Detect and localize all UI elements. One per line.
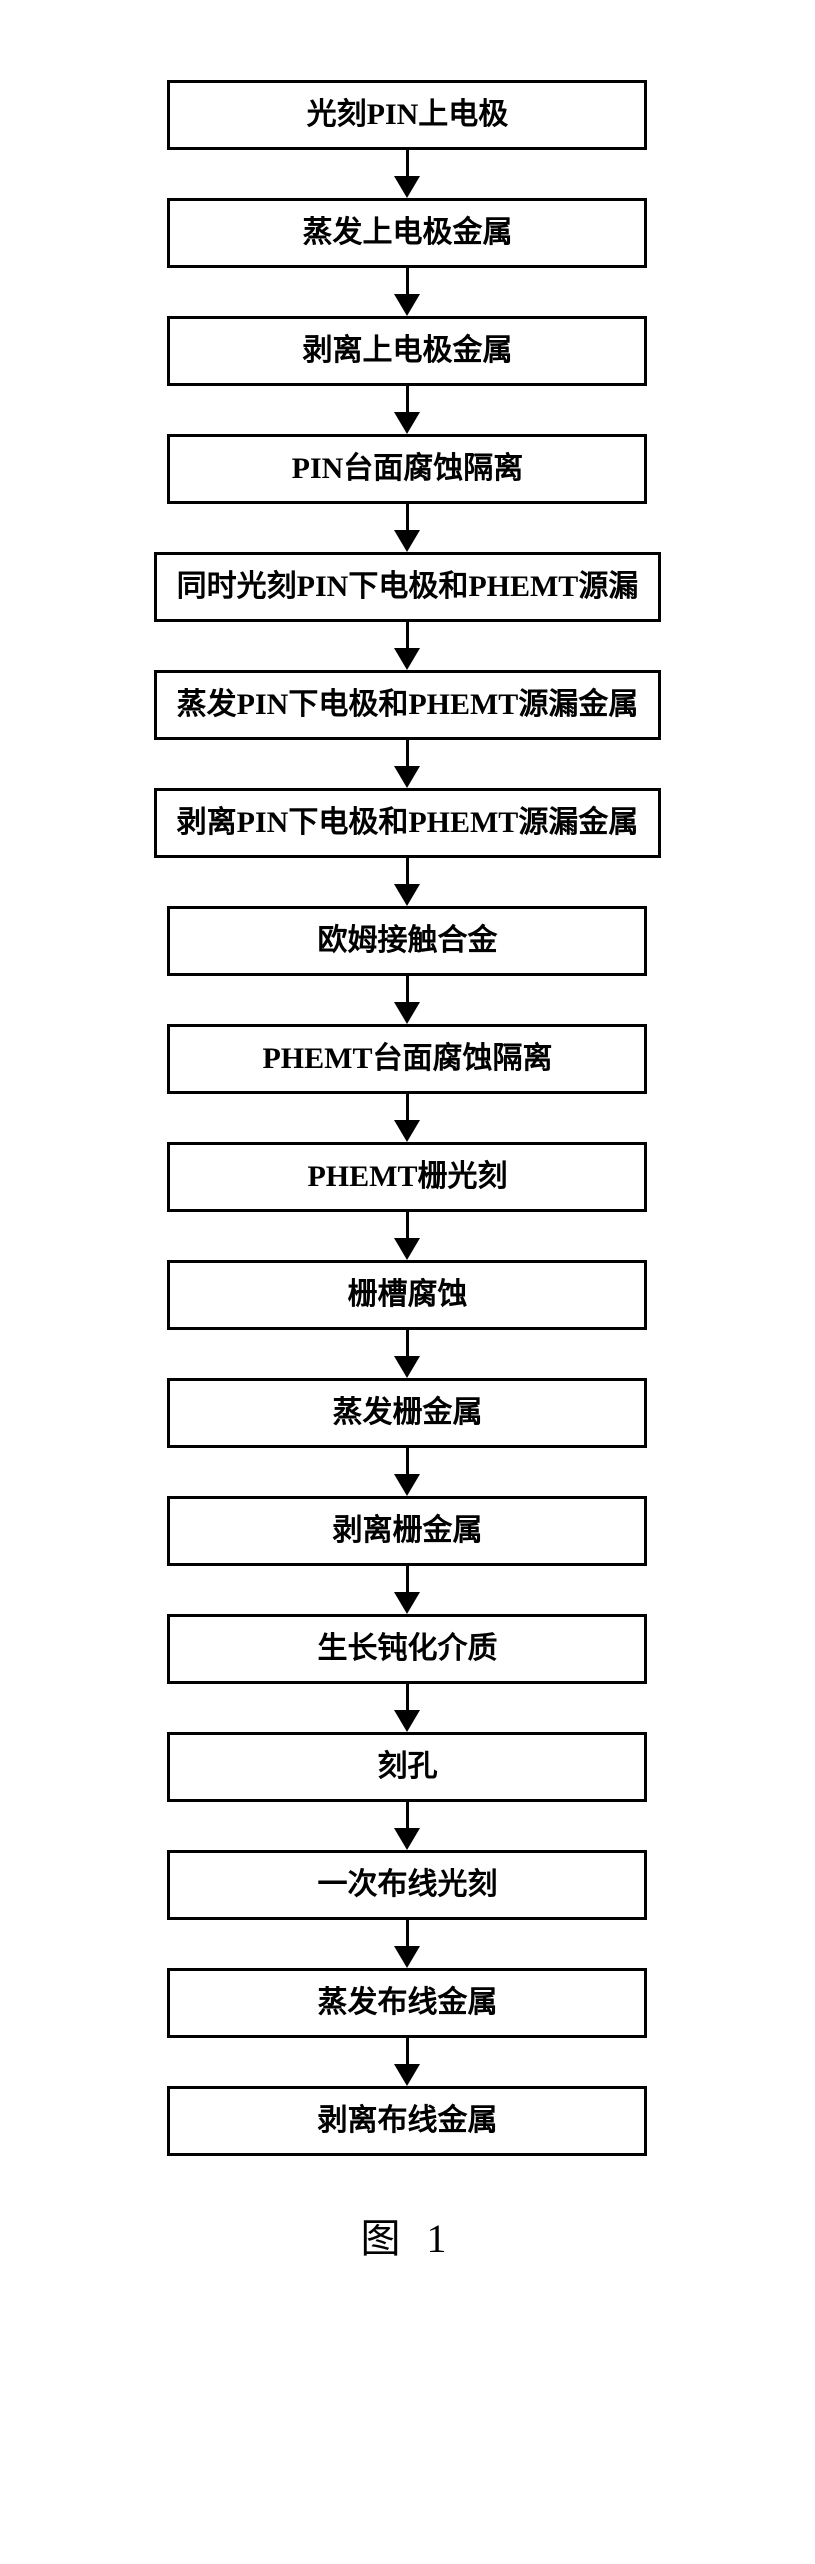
flow-step-label: 剥离上电极金属 — [302, 334, 512, 367]
flow-step-label: 光刻PIN上电极 — [307, 98, 509, 131]
flow-step: 生长钝化介质 — [167, 1614, 647, 1684]
flow-step: 栅槽腐蚀 — [167, 1260, 647, 1330]
flow-step-label: 同时光刻PIN下电极和PHEMT源漏 — [177, 570, 639, 603]
flow-step-label: 生长钝化介质 — [317, 1632, 497, 1665]
arrow-icon — [394, 150, 420, 198]
arrow-icon — [394, 1448, 420, 1496]
arrow-icon — [394, 858, 420, 906]
flow-step: PHEMT栅光刻 — [167, 1142, 647, 1212]
flow-step: 一次布线光刻 — [167, 1850, 647, 1920]
flow-step-label: 一次布线光刻 — [317, 1868, 497, 1901]
flow-step: 欧姆接触合金 — [167, 906, 647, 976]
flow-step: PIN台面腐蚀隔离 — [167, 434, 647, 504]
flow-step-label: 欧姆接触合金 — [317, 924, 497, 957]
arrow-icon — [394, 504, 420, 552]
flow-step: 剥离PIN下电极和PHEMT源漏金属 — [154, 788, 662, 858]
flow-step: 同时光刻PIN下电极和PHEMT源漏 — [154, 552, 662, 622]
arrow-icon — [394, 268, 420, 316]
arrow-icon — [394, 1684, 420, 1732]
flow-step-label: 蒸发上电极金属 — [302, 216, 512, 249]
arrow-icon — [394, 1094, 420, 1142]
arrow-icon — [394, 622, 420, 670]
figure-label: 图 1 — [361, 2206, 455, 2264]
arrow-icon — [394, 2038, 420, 2086]
flow-step: 光刻PIN上电极 — [167, 80, 647, 150]
flow-step-label: PHEMT台面腐蚀隔离 — [262, 1042, 552, 1075]
flow-step: PHEMT台面腐蚀隔离 — [167, 1024, 647, 1094]
flow-step-label: PHEMT栅光刻 — [307, 1160, 507, 1193]
flow-step-label: 剥离PIN下电极和PHEMT源漏金属 — [177, 806, 639, 839]
arrow-icon — [394, 386, 420, 434]
flow-step-label: 刻孔 — [377, 1750, 437, 1783]
arrow-icon — [394, 740, 420, 788]
flow-step: 蒸发栅金属 — [167, 1378, 647, 1448]
arrow-icon — [394, 1802, 420, 1850]
flow-step: 刻孔 — [167, 1732, 647, 1802]
arrow-icon — [394, 1212, 420, 1260]
flow-step-label: 栅槽腐蚀 — [347, 1278, 467, 1311]
arrow-icon — [394, 1566, 420, 1614]
arrow-icon — [394, 976, 420, 1024]
flow-step-label: 剥离布线金属 — [317, 2104, 497, 2137]
flow-step-label: 蒸发栅金属 — [332, 1396, 482, 1429]
flow-step-label: 剥离栅金属 — [332, 1514, 482, 1547]
flow-step-label: 蒸发布线金属 — [317, 1986, 497, 2019]
flow-step-label: PIN台面腐蚀隔离 — [292, 452, 524, 485]
flow-step: 蒸发布线金属 — [167, 1968, 647, 2038]
arrow-icon — [394, 1330, 420, 1378]
flow-step-label: 蒸发PIN下电极和PHEMT源漏金属 — [177, 688, 639, 721]
flow-step: 剥离上电极金属 — [167, 316, 647, 386]
flowchart-container: 光刻PIN上电极 蒸发上电极金属 剥离上电极金属 PIN台面腐蚀隔离 同时光刻P… — [154, 80, 662, 2156]
flow-step: 蒸发PIN下电极和PHEMT源漏金属 — [154, 670, 662, 740]
flow-step: 剥离布线金属 — [167, 2086, 647, 2156]
arrow-icon — [394, 1920, 420, 1968]
flow-step: 蒸发上电极金属 — [167, 198, 647, 268]
flow-step: 剥离栅金属 — [167, 1496, 647, 1566]
